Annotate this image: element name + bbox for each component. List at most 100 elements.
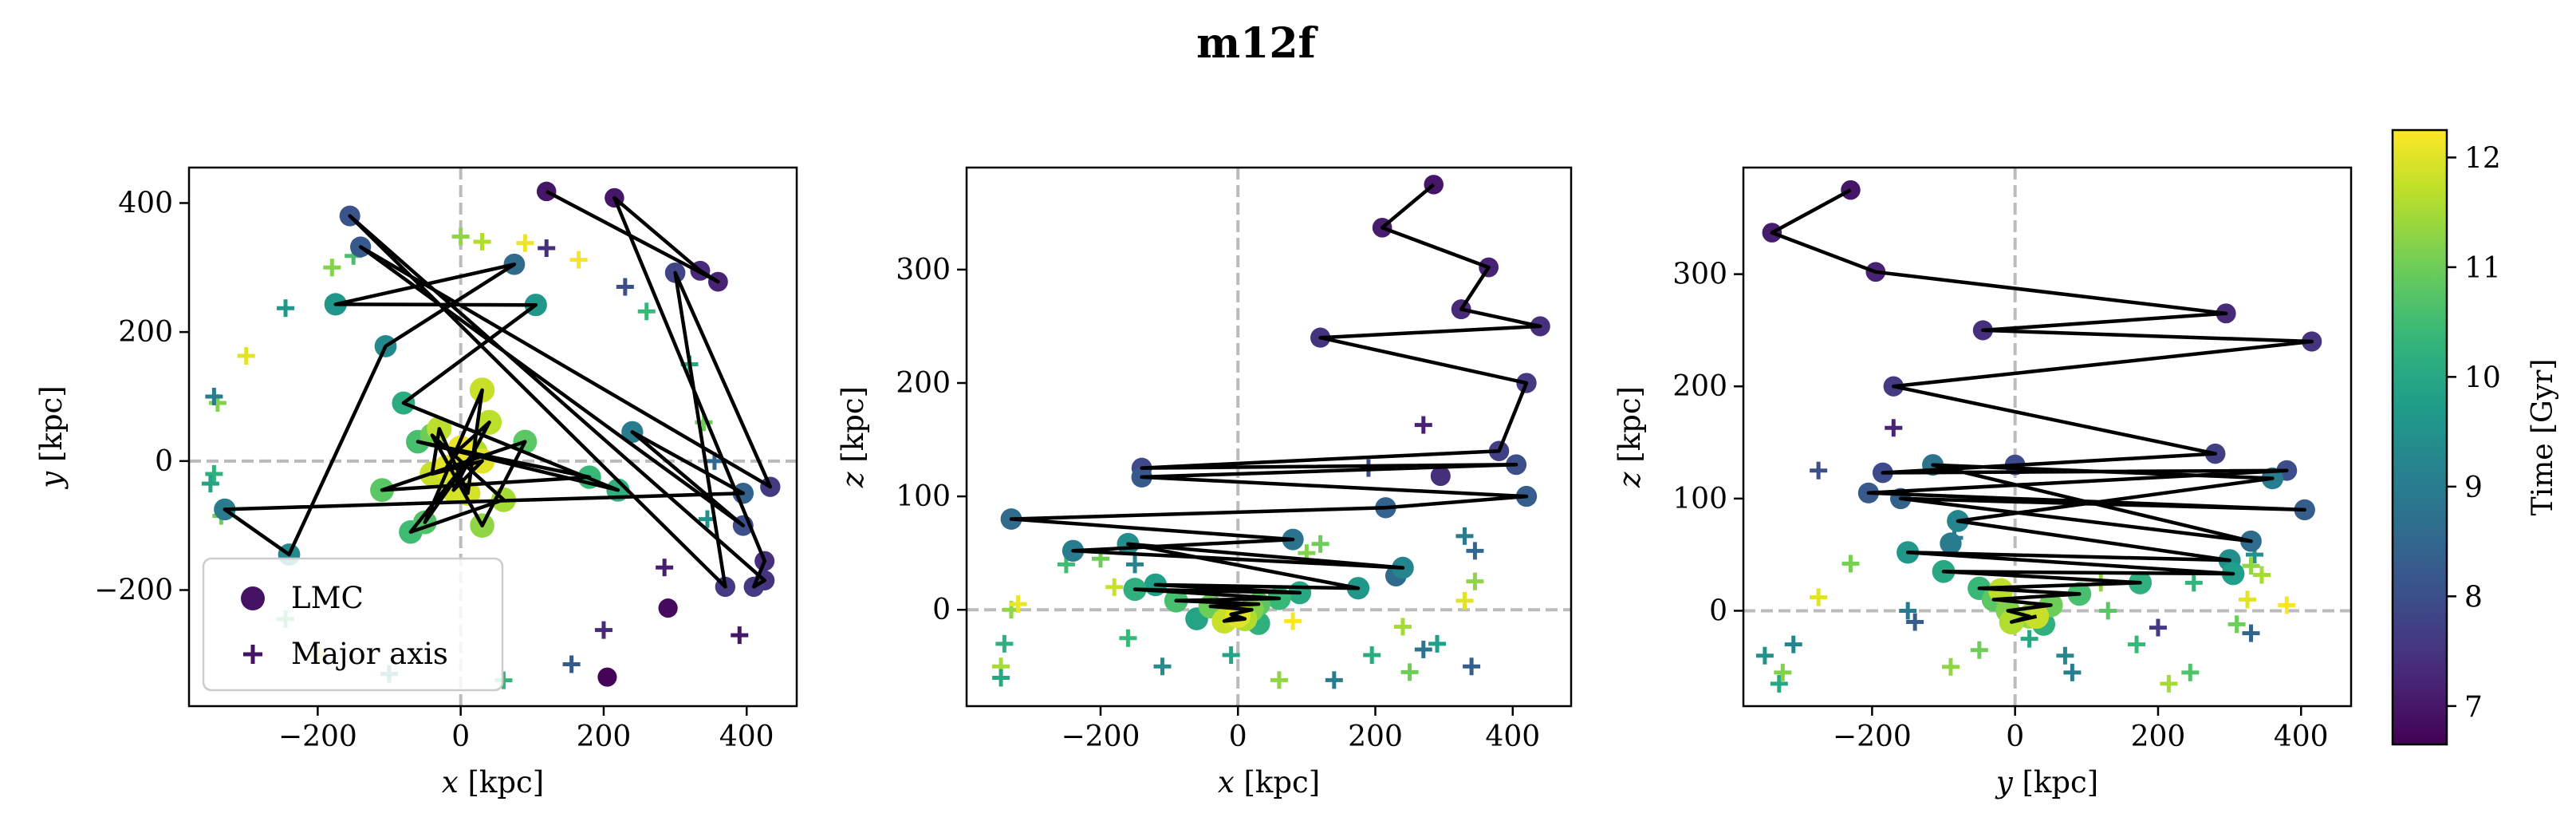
figure-title: m12f bbox=[1196, 19, 1318, 68]
major-axis-marker bbox=[2149, 618, 2167, 637]
y-axis-label: z [kpc] bbox=[836, 386, 870, 488]
x-tick-label: 200 bbox=[1348, 721, 1403, 753]
major-axis-marker bbox=[205, 464, 223, 483]
y-tick-label: −200 bbox=[94, 574, 173, 606]
major-axis-marker bbox=[2242, 624, 2260, 642]
major-axis-marker bbox=[1119, 629, 1137, 647]
x-tick-label: 0 bbox=[2006, 721, 2024, 753]
major-axis-marker bbox=[1899, 602, 1917, 620]
x-tick-label: 400 bbox=[1485, 721, 1540, 753]
major-axis-marker bbox=[205, 387, 223, 405]
subplot-panels: −200 0 200 400 −200 0 200 400 x [kpc] y [kpc] LMC M… bbox=[34, 166, 2353, 799]
x-axis-label: x [kpc] bbox=[442, 765, 544, 799]
major-axis-marker bbox=[1885, 419, 1903, 437]
major-axis-marker bbox=[731, 626, 749, 645]
major-axis-marker bbox=[656, 559, 674, 577]
major-axis-marker bbox=[1466, 542, 1484, 560]
major-axis-marker bbox=[1466, 572, 1484, 590]
major-axis-marker bbox=[277, 299, 295, 318]
major-axis-marker bbox=[473, 232, 491, 251]
major-axis-marker bbox=[1270, 671, 1288, 689]
lmc-point bbox=[1940, 532, 1962, 555]
major-axis-marker bbox=[1455, 527, 1474, 545]
lmc-point bbox=[658, 598, 678, 618]
x-tick-label: 0 bbox=[1229, 721, 1247, 753]
lmc-trajectory-line bbox=[1009, 183, 1542, 623]
major-axis-marker bbox=[569, 251, 588, 269]
major-axis-marker bbox=[1810, 461, 1828, 480]
major-axis-marker bbox=[1325, 671, 1343, 689]
subplot-yz: −200 0 200 400 0 100 200 300 y [kpc] z [kpc] bbox=[1613, 166, 2353, 799]
major-axis-marker bbox=[1222, 646, 1240, 665]
colorbar-tick-label: 10 bbox=[2464, 361, 2501, 394]
major-axis-marker bbox=[1906, 613, 1924, 631]
major-axis-marker bbox=[201, 475, 219, 493]
major-axis-marker bbox=[1393, 618, 1412, 636]
major-axis-marker bbox=[237, 347, 255, 365]
major-axis-marker bbox=[2099, 602, 2117, 620]
major-axis-marker bbox=[1970, 641, 1988, 659]
x-axis-label: y [kpc] bbox=[1995, 765, 2098, 799]
y-axis-label: z [kpc] bbox=[1613, 386, 1647, 488]
y-tick-label: 0 bbox=[932, 594, 951, 626]
major-axis-marker bbox=[1363, 646, 1381, 665]
subplot-xz: −200 0 200 400 0 100 200 300 x [kpc] z [kpc] bbox=[836, 166, 1573, 799]
major-axis-marker bbox=[594, 621, 612, 639]
plot-area bbox=[1743, 168, 2351, 706]
major-axis-marker bbox=[1009, 595, 1027, 614]
major-axis-marker bbox=[1400, 663, 1419, 681]
major-axis-marker bbox=[538, 239, 556, 258]
major-axis-marker bbox=[1414, 416, 1432, 434]
major-axis-marker bbox=[323, 259, 341, 277]
lmc-point bbox=[597, 667, 617, 687]
y-axis-label: y [kpc] bbox=[34, 385, 69, 489]
y-tick-label: 200 bbox=[1672, 370, 1727, 403]
major-axis-marker bbox=[1311, 535, 1329, 553]
major-axis-marker bbox=[562, 655, 581, 673]
major-axis-marker bbox=[2020, 630, 2038, 648]
major-axis-marker bbox=[2128, 635, 2146, 653]
major-axis-marker bbox=[1810, 588, 1828, 606]
major-axis-marker bbox=[1941, 657, 1960, 676]
major-axis-marker bbox=[995, 634, 1014, 653]
lmc-trajectory-line bbox=[1770, 188, 2314, 624]
x-tick-label: 400 bbox=[2274, 721, 2329, 753]
subplot-xy: −200 0 200 400 −200 0 200 400 x [kpc] y [kpc] LMC M… bbox=[34, 166, 798, 799]
major-axis-marker bbox=[451, 227, 470, 246]
y-tick-label: 0 bbox=[155, 445, 173, 478]
major-axis-marker bbox=[1841, 555, 1860, 573]
major-axis-marker bbox=[992, 669, 1010, 687]
legend-major-axis-marker bbox=[243, 645, 262, 664]
y-tick-label: 300 bbox=[1672, 259, 1727, 291]
y-tick-label: 200 bbox=[118, 316, 173, 349]
axes-frame bbox=[965, 166, 1573, 708]
major-axis-marker bbox=[616, 278, 634, 296]
major-axis-marker bbox=[1770, 674, 1788, 693]
major-axis-marker bbox=[2278, 596, 2296, 614]
lmc-trajectory-line bbox=[223, 189, 773, 589]
major-axis-marker bbox=[1784, 635, 1802, 653]
y-tick-label: 100 bbox=[1672, 483, 1727, 515]
major-axis-marker bbox=[2242, 557, 2260, 575]
major-axis-marker bbox=[1774, 663, 1792, 681]
major-axis-marker bbox=[2184, 574, 2203, 592]
major-axis-marker bbox=[1126, 555, 1144, 574]
y-tick-label: 300 bbox=[896, 254, 951, 286]
x-tick-label: 400 bbox=[719, 721, 774, 753]
major-axis-marker bbox=[1414, 640, 1432, 658]
major-axis-marker bbox=[2252, 566, 2271, 584]
colorbar-tick-label: 11 bbox=[2464, 252, 2501, 285]
colorbar-tick-label: 12 bbox=[2464, 142, 2501, 175]
colorbar-label: Time [Gyr] bbox=[2527, 359, 2559, 516]
colorbar-gradient bbox=[2391, 128, 2448, 746]
major-axis-marker bbox=[1428, 634, 1447, 653]
colorbar-tick-label: 7 bbox=[2464, 691, 2483, 724]
major-axis-marker bbox=[2227, 615, 2246, 634]
major-axis-marker bbox=[2056, 646, 2074, 665]
x-tick-label: −200 bbox=[278, 721, 357, 753]
major-axis-marker bbox=[2160, 674, 2178, 693]
major-axis-marker bbox=[1455, 591, 1474, 610]
major-axis-marker bbox=[1105, 578, 1124, 596]
major-axis-marker bbox=[2063, 663, 2082, 681]
x-tick-label: 200 bbox=[2131, 721, 2186, 753]
